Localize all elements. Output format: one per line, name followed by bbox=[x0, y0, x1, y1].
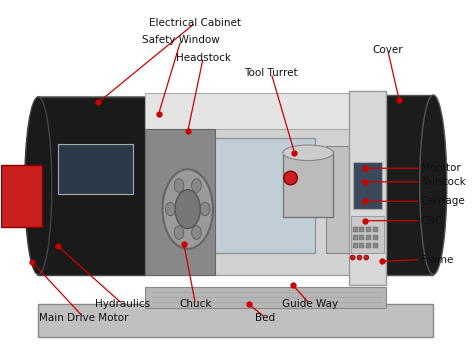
Bar bbox=[373, 243, 378, 248]
Polygon shape bbox=[383, 95, 433, 275]
Bar bbox=[145, 287, 386, 308]
Ellipse shape bbox=[201, 202, 210, 216]
Ellipse shape bbox=[25, 97, 52, 274]
Text: Electrical Cabinet: Electrical Cabinet bbox=[149, 18, 241, 28]
Ellipse shape bbox=[357, 255, 362, 260]
Text: Monitor: Monitor bbox=[420, 163, 460, 173]
Ellipse shape bbox=[284, 171, 297, 185]
Ellipse shape bbox=[175, 190, 201, 229]
Polygon shape bbox=[1, 165, 42, 226]
Bar bbox=[283, 151, 333, 217]
Text: Frame: Frame bbox=[420, 255, 453, 264]
Polygon shape bbox=[38, 97, 433, 275]
Bar bbox=[359, 243, 365, 248]
Bar bbox=[353, 163, 382, 209]
Text: Hydraulics: Hydraulics bbox=[95, 299, 150, 309]
Text: Safety Window: Safety Window bbox=[142, 35, 220, 45]
Text: Tailstock: Tailstock bbox=[420, 177, 465, 187]
Text: Bed: Bed bbox=[255, 313, 275, 323]
Bar bbox=[366, 228, 371, 232]
Text: Headstock: Headstock bbox=[176, 53, 231, 62]
Bar bbox=[353, 228, 357, 232]
Ellipse shape bbox=[191, 226, 201, 239]
Bar bbox=[366, 235, 371, 240]
Bar bbox=[145, 93, 386, 130]
Bar bbox=[164, 138, 315, 253]
Bar bbox=[349, 91, 386, 285]
Bar bbox=[145, 97, 386, 275]
Bar bbox=[353, 243, 357, 248]
Ellipse shape bbox=[283, 145, 333, 160]
Text: Chuck: Chuck bbox=[179, 299, 212, 309]
Bar bbox=[38, 304, 433, 337]
Ellipse shape bbox=[350, 255, 355, 260]
Bar bbox=[373, 235, 378, 240]
Bar bbox=[353, 235, 357, 240]
Text: Tool Turret: Tool Turret bbox=[245, 68, 298, 78]
Text: Main Drive Motor: Main Drive Motor bbox=[39, 313, 128, 323]
Ellipse shape bbox=[174, 226, 184, 239]
Text: Guide Way: Guide Way bbox=[282, 299, 338, 309]
Bar bbox=[373, 228, 378, 232]
Polygon shape bbox=[38, 97, 145, 275]
Text: Carriage: Carriage bbox=[420, 196, 465, 206]
Ellipse shape bbox=[191, 179, 201, 192]
Ellipse shape bbox=[174, 179, 184, 192]
Bar bbox=[327, 146, 380, 253]
Text: Cover: Cover bbox=[372, 45, 403, 55]
Ellipse shape bbox=[165, 202, 175, 216]
Polygon shape bbox=[145, 130, 215, 275]
Bar bbox=[351, 216, 384, 253]
Bar bbox=[359, 235, 365, 240]
Bar bbox=[366, 243, 371, 248]
Ellipse shape bbox=[163, 169, 213, 249]
Ellipse shape bbox=[419, 95, 447, 274]
Bar bbox=[58, 144, 133, 195]
Text: CNC: CNC bbox=[420, 216, 443, 226]
Ellipse shape bbox=[364, 255, 369, 260]
Bar bbox=[359, 228, 365, 232]
